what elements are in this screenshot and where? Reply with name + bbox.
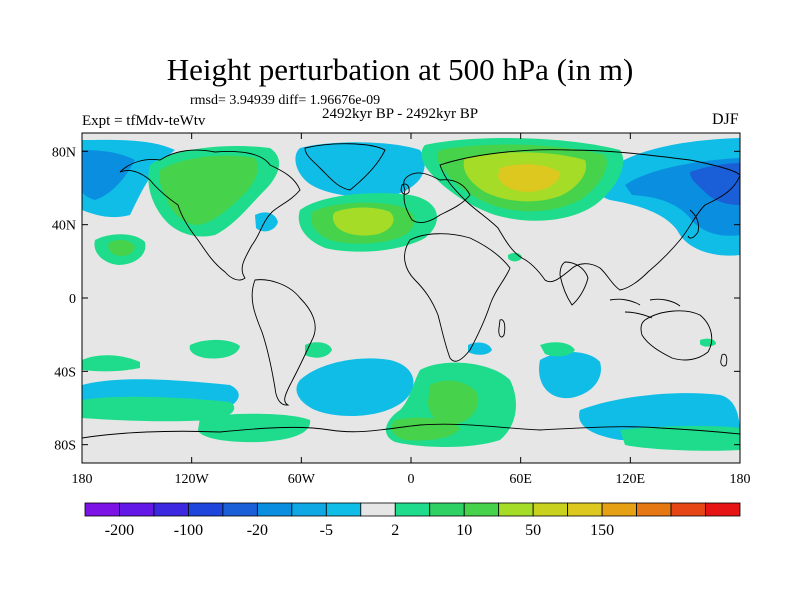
x-tick-label: 60W (288, 472, 316, 487)
coastlines (82, 143, 740, 439)
contour-pos-south-pacific-east (82, 355, 140, 372)
colorbar-box (394, 502, 431, 517)
contour-neg-nw-pacific-core (82, 150, 135, 200)
season-label: DJF (712, 111, 739, 128)
colorbar-box (360, 502, 396, 517)
colorbar-box (291, 502, 327, 517)
colorbar-box (256, 502, 293, 517)
colorbar-label: 50 (525, 522, 541, 539)
y-tick-label: 80N (52, 145, 76, 160)
colorbar-label: 150 (590, 522, 614, 539)
colorbar-box (670, 502, 706, 517)
coast-india (559, 261, 589, 306)
x-tick-label: 0 (408, 472, 415, 487)
y-tick-label: 0 (69, 292, 76, 307)
colorbar-box (119, 502, 155, 517)
colorbar-box (636, 502, 672, 517)
contour-neg-madagascar (468, 342, 492, 355)
colorbar-box (153, 502, 189, 517)
colorbar-box (429, 502, 465, 517)
coast-south-america (251, 279, 316, 406)
y-tick-label: 80S (54, 439, 76, 454)
colorbar-box (84, 502, 120, 517)
colorbar-box (188, 502, 224, 517)
x-axis: 180 120W 60W 0 60E 120E 180 (72, 133, 751, 487)
contour-neg-nw-atlantic (255, 212, 278, 232)
contour-neg-indian-ocean (539, 351, 601, 399)
coast-asia (439, 149, 740, 291)
contour-pos-antarctic-pacific (198, 413, 311, 443)
coast-indonesia (609, 298, 681, 319)
y-tick-label: 40S (54, 365, 76, 380)
colorbar-box (567, 502, 603, 517)
x-tick-label: 120W (175, 472, 210, 487)
contour-neg-greenland (295, 142, 425, 197)
contour-pos-se-pacific-south (82, 396, 235, 422)
coast-new-zealand (720, 353, 728, 367)
period-label: 2492kyr BP - 2492kyr BP (322, 106, 479, 122)
stats-label: rmsd= 3.94939 diff= 1.96676e-09 (190, 93, 381, 108)
map-title: Height perturbation at 500 hPa (in m) (166, 52, 634, 87)
colorbar-box (532, 502, 569, 517)
coast-madagascar (498, 319, 506, 338)
colorbar-box (463, 502, 500, 517)
colorbar-label: -5 (320, 522, 333, 539)
colorbar-label: -100 (174, 522, 203, 539)
colorbar-label: -200 (105, 522, 134, 539)
coast-australia (640, 310, 713, 361)
x-tick-label: 180 (72, 472, 93, 487)
x-tick-label: 60E (509, 472, 532, 487)
colorbar-label: 2 (391, 522, 399, 539)
contour-pos-north-atlantic-core (332, 207, 394, 236)
contour-pos-central-pacific-core (108, 239, 135, 256)
coast-greenland (304, 143, 386, 191)
colorbar-label: 10 (456, 522, 472, 539)
colorbar-box (222, 502, 258, 517)
x-tick-label: 180 (730, 472, 751, 487)
colorbar-box (601, 502, 637, 517)
contour-pos-south-america (305, 342, 332, 358)
contour-neg-ne-asia-core (690, 163, 740, 205)
contour-pos-north-america-mid (159, 155, 258, 225)
x-tick-label: 120E (616, 472, 646, 487)
contour-pos-south-atlantic-mid (428, 380, 479, 425)
contour-pos-eurasia-peak (498, 164, 560, 192)
coast-north-america (119, 149, 301, 281)
coast-europe (403, 172, 471, 223)
contour-pos-indian-south (540, 342, 575, 357)
coast-africa (404, 233, 511, 362)
field-layer (82, 133, 740, 463)
contour-pos-south-atlantic-south (391, 417, 460, 441)
colorbar-box (325, 502, 362, 517)
coast-antarctica (82, 423, 740, 439)
coast-uk (400, 183, 410, 195)
colorbar-label: -20 (247, 522, 268, 539)
y-tick-label: 40N (52, 219, 76, 234)
colorbar-box (498, 502, 534, 517)
colorbar-box (705, 502, 741, 517)
coast-japan (687, 209, 699, 239)
contour-neg-south-atlantic (296, 358, 414, 416)
contour-pos-east-antarctic (620, 425, 740, 451)
y-axis: 80N 40N 0 40S 80S (52, 145, 740, 454)
contour-pos-south-pacific (189, 339, 240, 359)
experiment-label: Expt = tfMdv-teWtv (82, 113, 206, 129)
